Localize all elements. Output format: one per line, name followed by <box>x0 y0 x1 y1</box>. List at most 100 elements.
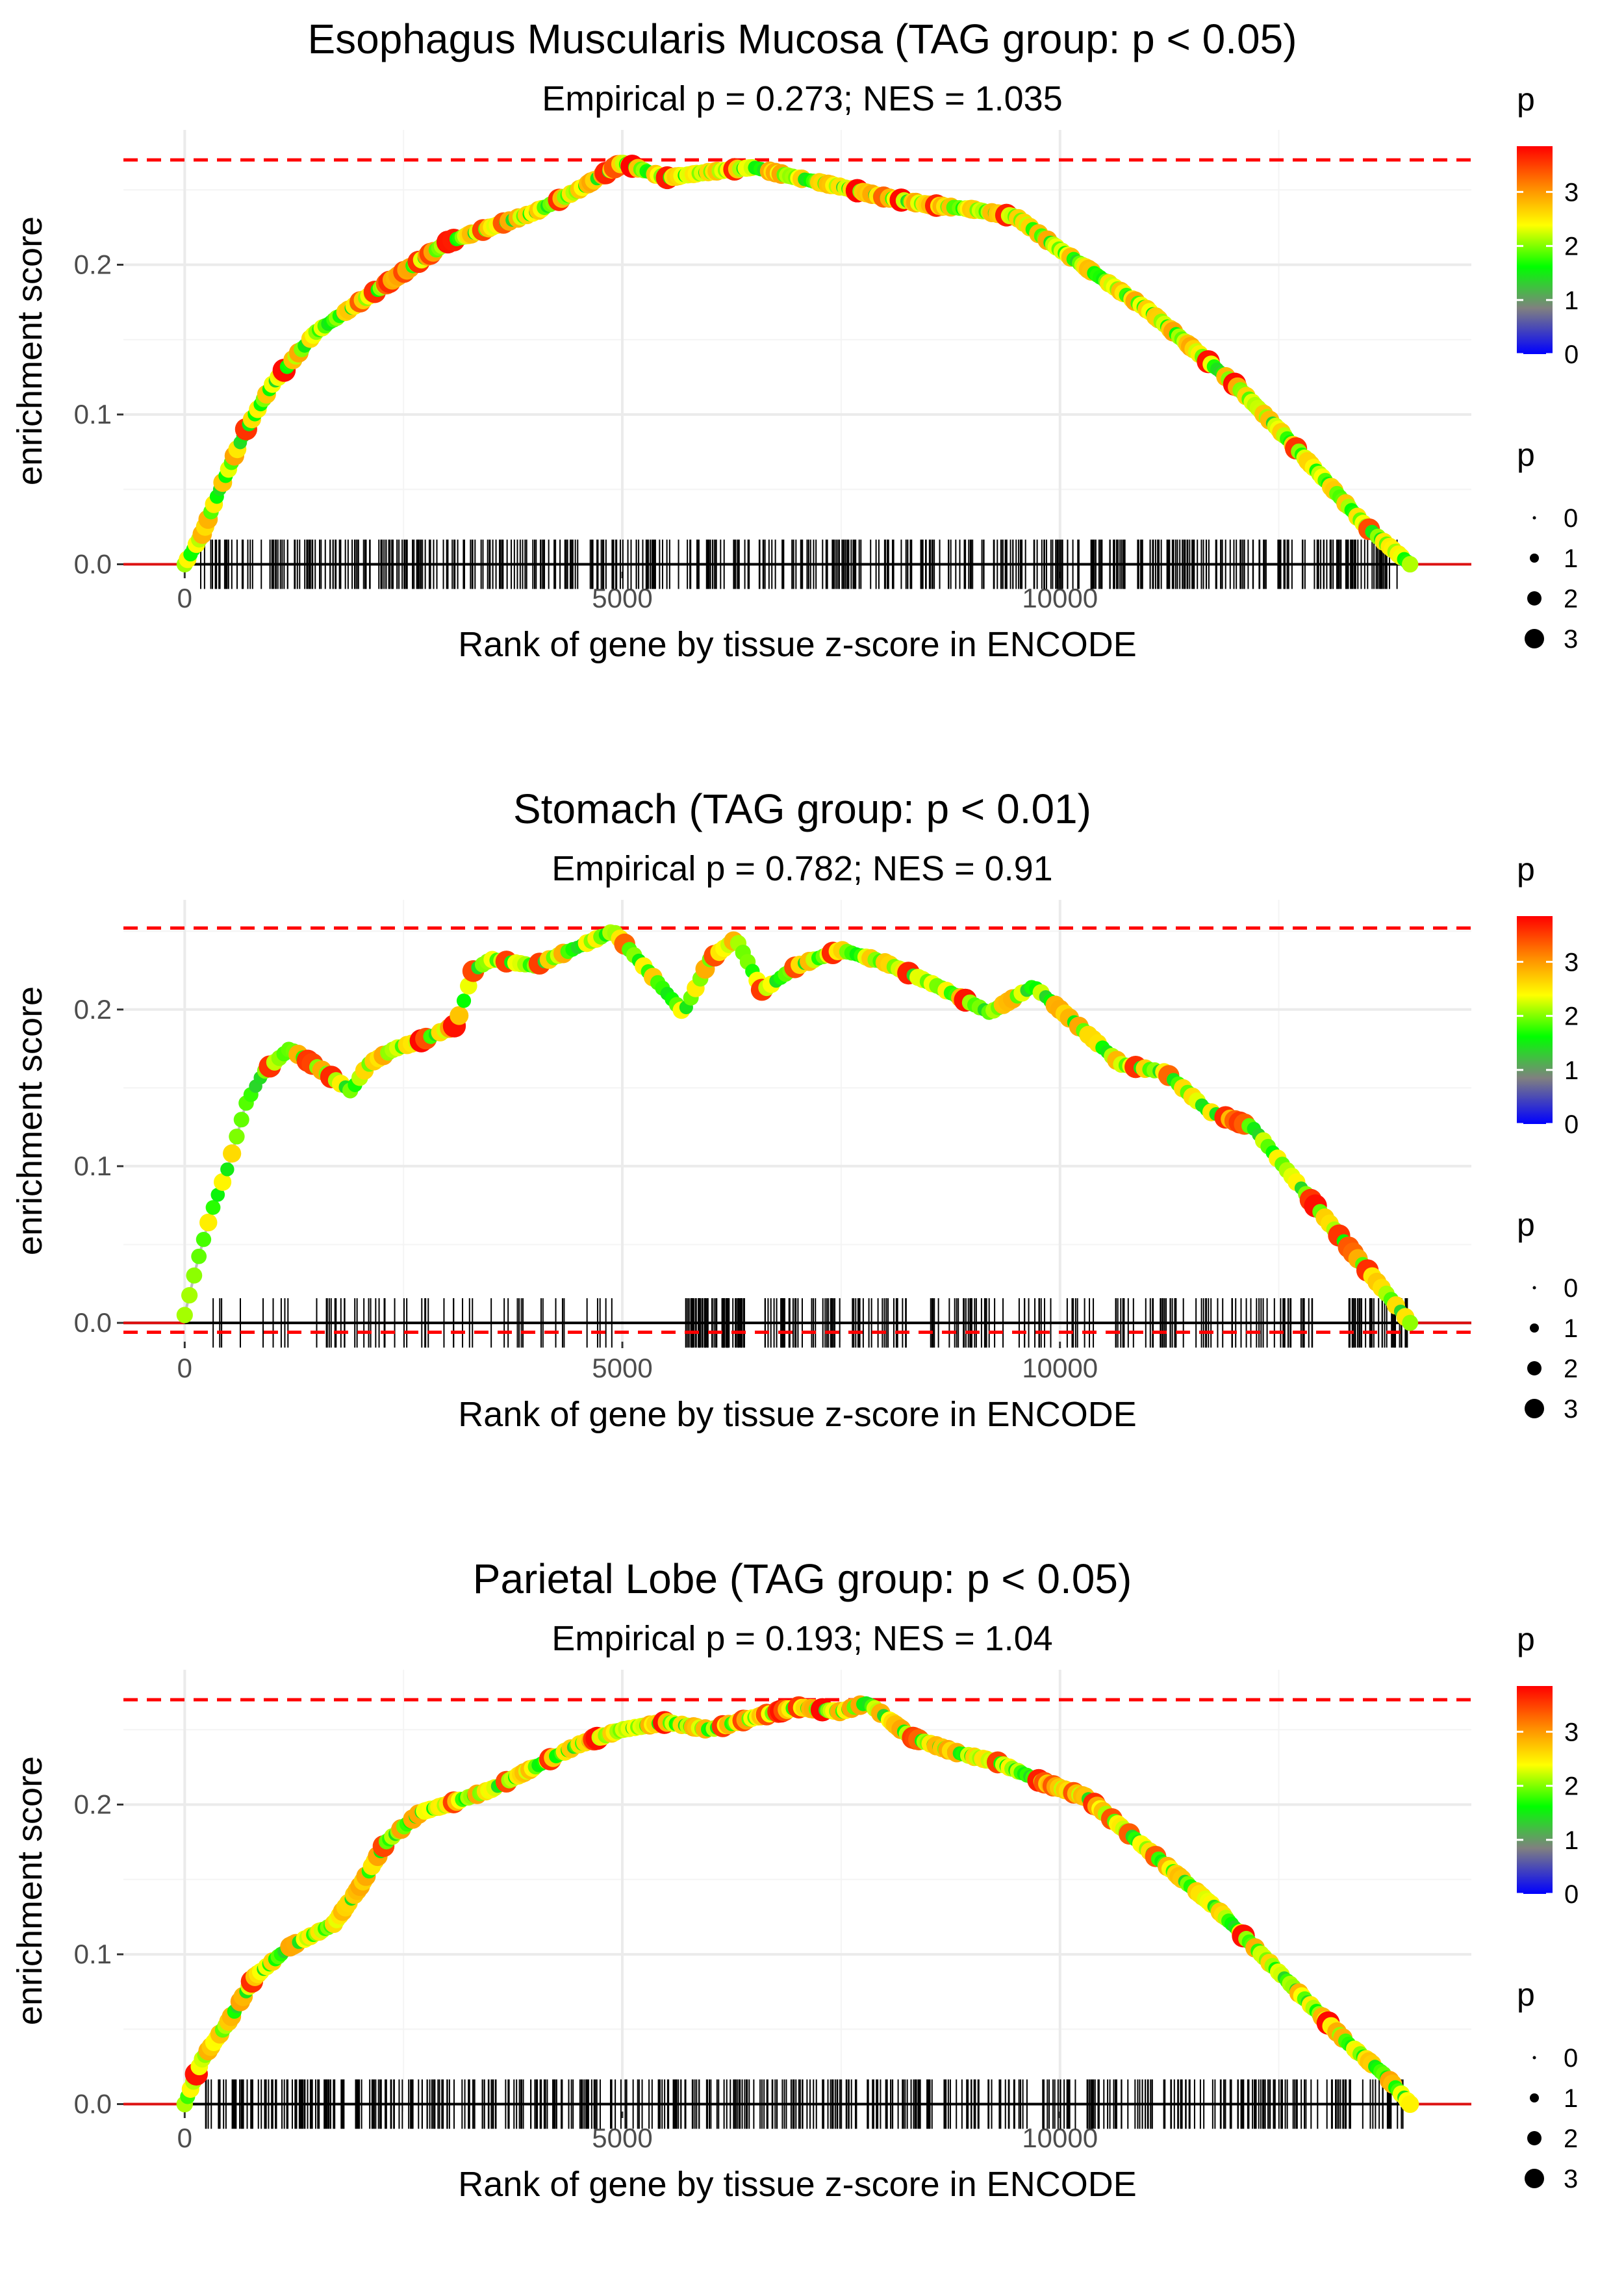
enrichment-points <box>176 154 1419 573</box>
size-legend-key <box>1525 1399 1544 1418</box>
enrichment-point <box>1401 2095 1419 2114</box>
enrichment-point <box>205 1200 221 1215</box>
size-legend-label: 2 <box>1564 1355 1578 1383</box>
enrichment-point <box>181 1286 198 1304</box>
enrichment-point <box>196 1231 212 1247</box>
colorbar-tick-label: 2 <box>1564 1003 1579 1031</box>
y-tick-label: 0.2 <box>74 994 112 1025</box>
y-tick-label: 0.1 <box>74 1939 112 1969</box>
color-legend: p 0 1 2 3 <box>1517 81 1579 369</box>
y-tick-label: 0.0 <box>74 548 112 579</box>
colorbar-tick-label: 1 <box>1564 287 1579 315</box>
colorbar-tick-label: 0 <box>1564 340 1579 369</box>
size-legend-label: 1 <box>1564 544 1578 573</box>
y-tick-label: 0.1 <box>74 399 112 429</box>
size-legend-label: 0 <box>1564 504 1578 533</box>
x-axis-label: Rank of gene by tissue z-score in ENCODE <box>458 2165 1136 2204</box>
colorbar <box>1517 916 1553 1124</box>
colorbar-tick-label: 2 <box>1564 233 1579 261</box>
size-legend-label: 1 <box>1564 1314 1578 1343</box>
enrichment-point <box>456 993 472 1008</box>
enrichment-point <box>191 1248 207 1264</box>
colorbar-tick-label: 1 <box>1564 1056 1579 1085</box>
colorbar <box>1517 146 1553 354</box>
colorbar-tick-label: 1 <box>1564 1826 1579 1855</box>
x-tick-label: 0 <box>177 2123 192 2153</box>
chart-panel-1: Esophagus Muscularis Mucosa (TAG group: … <box>10 16 1579 664</box>
x-tick-label: 5000 <box>592 1353 652 1383</box>
chart-title: Esophagus Muscularis Mucosa (TAG group: … <box>307 16 1297 62</box>
x-tick-label: 0 <box>177 583 192 613</box>
size-legend-title: p <box>1517 437 1535 473</box>
panels-group: Esophagus Muscularis Mucosa (TAG group: … <box>10 16 1579 2204</box>
enrichment-point <box>213 1173 232 1191</box>
y-axis-label: enrichment score <box>10 1756 49 2025</box>
color-legend-title: p <box>1517 1621 1535 1657</box>
y-tick-label: 0.2 <box>74 249 112 279</box>
chart-panel-3: Parietal Lobe (TAG group: p < 0.05) Empir… <box>10 1555 1579 2204</box>
enrichment-path <box>183 1701 1412 2105</box>
size-legend-key <box>1530 2093 1539 2102</box>
colorbar-tick-label: 3 <box>1564 948 1579 977</box>
color-legend: p 0 1 2 3 <box>1517 851 1579 1139</box>
size-legend-key <box>1527 591 1542 606</box>
enrichment-point <box>229 1129 245 1145</box>
size-legend-label: 0 <box>1564 2044 1578 2073</box>
chart-subtitle: Empirical p = 0.782; NES = 0.91 <box>552 849 1052 888</box>
chart-title: Stomach (TAG group: p < 0.01) <box>513 786 1091 832</box>
x-tick-label: 5000 <box>592 2123 652 2153</box>
enrichment-point <box>233 1112 249 1128</box>
size-legend-key <box>1532 1286 1536 1290</box>
y-axis-label: enrichment score <box>10 986 49 1255</box>
color-legend: p 0 1 2 3 <box>1517 1621 1579 1909</box>
size-legend: p 0 1 2 3 <box>1517 1976 1578 2193</box>
size-legend-key <box>1525 2169 1544 2188</box>
size-legend-key <box>1525 629 1544 648</box>
colorbar-tick-label: 3 <box>1564 1718 1579 1746</box>
size-legend-key <box>1527 2131 1542 2145</box>
size-legend-key <box>1532 516 1536 520</box>
size-legend-label: 0 <box>1564 1274 1578 1303</box>
enrichment-points <box>176 924 1419 1331</box>
size-legend-label: 3 <box>1564 1395 1578 1424</box>
colorbar-tick-label: 2 <box>1564 1772 1579 1801</box>
size-legend-label: 2 <box>1564 2125 1578 2153</box>
size-legend-label: 2 <box>1564 585 1578 613</box>
enrichment-points <box>176 1695 1419 2114</box>
colorbar <box>1517 1686 1553 1894</box>
enrichment-point <box>1402 1314 1419 1331</box>
size-legend-key <box>1530 554 1539 563</box>
size-legend-label: 1 <box>1564 2084 1578 2113</box>
enrichment-point <box>210 1188 225 1202</box>
size-legend-key <box>1532 2056 1536 2060</box>
colorbar-tick-label: 0 <box>1564 1110 1579 1139</box>
chart-subtitle: Empirical p = 0.273; NES = 1.035 <box>542 79 1062 118</box>
colorbar-tick-label: 3 <box>1564 178 1579 207</box>
size-legend: p 0 1 2 3 <box>1517 437 1578 654</box>
enrichment-point <box>199 1213 218 1232</box>
size-legend-label: 3 <box>1564 625 1578 654</box>
x-axis-label: Rank of gene by tissue z-score in ENCODE <box>458 1395 1136 1434</box>
size-legend: p 0 1 2 3 <box>1517 1207 1578 1424</box>
chart-subtitle: Empirical p = 0.193; NES = 1.04 <box>552 1619 1052 1658</box>
enrichment-point <box>223 1144 242 1163</box>
y-tick-label: 0.0 <box>74 1307 112 1338</box>
size-legend-label: 3 <box>1564 2165 1578 2193</box>
x-tick-label: 0 <box>177 1353 192 1383</box>
size-legend-key <box>1527 1361 1542 1375</box>
size-legend-key <box>1530 1323 1539 1333</box>
y-tick-label: 0.2 <box>74 1789 112 1819</box>
colorbar-tick-label: 0 <box>1564 1880 1579 1909</box>
enrichment-point <box>450 1006 469 1025</box>
gridlines <box>123 130 1471 572</box>
enrichment-point <box>186 1267 203 1284</box>
gridlines <box>123 1670 1471 2112</box>
size-legend-title: p <box>1517 1976 1535 2013</box>
enrichment-point <box>176 1307 193 1323</box>
size-legend-title: p <box>1517 1207 1535 1243</box>
y-tick-label: 0.0 <box>74 2088 112 2119</box>
x-tick-label: 10000 <box>1022 1353 1098 1383</box>
chart-panel-2: Stomach (TAG group: p < 0.01) Empirical p… <box>10 786 1579 1434</box>
enrichment-path <box>183 161 1412 566</box>
